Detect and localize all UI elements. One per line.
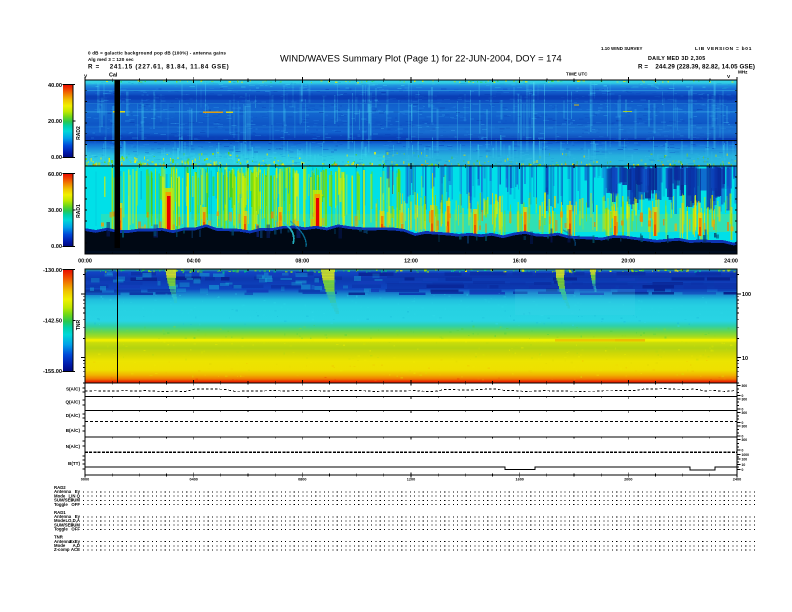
svg-text:LIB VERSION = b01: LIB VERSION = b01	[695, 46, 752, 52]
svg-text:SUM: SUM	[70, 498, 80, 503]
svg-text:300: 300	[742, 411, 748, 415]
svg-text:0: 0	[742, 394, 744, 398]
svg-text:24:00: 24:00	[724, 259, 738, 265]
svg-text:LIN Q: LIN Q	[69, 493, 81, 498]
svg-text:RAD1: RAD1	[76, 204, 82, 218]
svg-text:TIME UTC: TIME UTC	[566, 72, 588, 77]
svg-text:1200: 1200	[407, 478, 415, 482]
svg-text:Q(A/C): Q(A/C)	[65, 399, 80, 404]
svg-text:20.00: 20.00	[48, 119, 62, 125]
svg-text:00:00: 00:00	[78, 259, 92, 265]
svg-text:N(A/C): N(A/C)	[66, 444, 81, 449]
svg-text:B(A/C): B(A/C)	[66, 428, 81, 433]
svg-text:2000: 2000	[624, 478, 632, 482]
svg-text:0: 0	[742, 408, 744, 412]
svg-text:10: 10	[742, 463, 746, 467]
svg-text:Z-comp: Z-comp	[54, 547, 70, 552]
svg-text:TNR: TNR	[76, 319, 82, 330]
svg-text:1000: 1000	[742, 453, 750, 457]
svg-text:Ey: Ey	[75, 514, 81, 519]
svg-text:Mode: Mode	[54, 518, 66, 523]
svg-text:0400: 0400	[189, 478, 197, 482]
svg-text:10: 10	[742, 356, 748, 362]
svg-text:1.10 WIND SURVEY: 1.10 WIND SURVEY	[601, 46, 642, 51]
svg-text:Cal: Cal	[109, 73, 118, 79]
svg-text:TNR: TNR	[54, 535, 64, 540]
svg-text:LO,D,A: LO,D,A	[65, 518, 80, 523]
svg-text:Antenna: Antenna	[54, 539, 72, 544]
svg-text:0: 0	[742, 421, 744, 425]
svg-text:SUM/SEP: SUM/SEP	[54, 498, 73, 503]
svg-text:RAD2: RAD2	[54, 485, 66, 490]
svg-text:0 dB = galactic background pop: 0 dB = galactic background pop dB (100%)…	[88, 51, 226, 56]
svg-text:A,D: A,D	[73, 543, 80, 548]
svg-text:0800: 0800	[298, 478, 306, 482]
svg-text:40.00: 40.00	[48, 83, 62, 89]
svg-text:B(TT): B(TT)	[68, 461, 80, 466]
svg-text:2400: 2400	[733, 478, 741, 482]
svg-text:0.00: 0.00	[51, 244, 62, 250]
svg-text:300: 300	[742, 425, 748, 429]
svg-text:ExEy: ExEy	[69, 539, 80, 544]
svg-text:0000: 0000	[81, 478, 89, 482]
svg-text:-155.00: -155.00	[43, 369, 62, 375]
svg-text:300: 300	[742, 384, 748, 388]
svg-text:RAD1: RAD1	[54, 510, 66, 515]
svg-text:12:00: 12:00	[404, 259, 418, 265]
svg-text:Alg med 3 = 120 sec: Alg med 3 = 120 sec	[88, 57, 134, 62]
svg-text:0: 0	[742, 468, 744, 472]
svg-text:-142.50: -142.50	[43, 319, 62, 325]
svg-text:60.00: 60.00	[48, 172, 62, 178]
svg-text:OFF: OFF	[71, 502, 80, 507]
svg-text:R = 244.29 (228.39, 82.82,: R = 244.29 (228.39, 82.82, 14.05 GSE)	[638, 64, 755, 71]
svg-text:300: 300	[742, 398, 748, 402]
svg-text:SUM/SEP: SUM/SEP	[54, 522, 73, 527]
svg-text:30.00: 30.00	[48, 208, 62, 214]
svg-text:V: V	[727, 74, 731, 80]
svg-text:Toggle: Toggle	[54, 502, 68, 507]
svg-text:WIND/WAVES Summary Plot (Page: WIND/WAVES Summary Plot (Page 1) for 22-…	[280, 54, 562, 64]
svg-text:ACE: ACE	[71, 547, 80, 552]
svg-text:08:00: 08:00	[295, 259, 309, 265]
svg-text:Toggle: Toggle	[54, 527, 68, 532]
svg-text:-130.00: -130.00	[43, 268, 62, 274]
svg-text:RAD2: RAD2	[76, 126, 82, 140]
svg-text:300: 300	[742, 438, 748, 442]
svg-text:20:00: 20:00	[621, 259, 635, 265]
svg-text:D(A/C): D(A/C)	[66, 413, 81, 418]
svg-text:S(A/C): S(A/C)	[66, 386, 81, 391]
svg-text:0: 0	[742, 435, 744, 439]
svg-text:Antenna: Antenna	[54, 514, 72, 519]
svg-text:0: 0	[742, 449, 744, 453]
svg-text:OFF: OFF	[71, 527, 80, 532]
svg-text:Mode: Mode	[54, 493, 66, 498]
svg-text:0.00: 0.00	[51, 155, 62, 161]
svg-text:1600: 1600	[515, 478, 523, 482]
svg-text:MHz: MHz	[738, 70, 748, 75]
svg-text:SUM: SUM	[70, 522, 80, 527]
svg-text:04:00: 04:00	[187, 259, 201, 265]
svg-text:Mode: Mode	[54, 543, 66, 548]
svg-text:Ey: Ey	[75, 489, 81, 494]
svg-text:16:00: 16:00	[513, 259, 527, 265]
svg-text:V: V	[84, 74, 88, 80]
svg-text:DAILY MED 3D 2,305: DAILY MED 3D 2,305	[648, 56, 705, 62]
svg-text:100: 100	[742, 458, 748, 462]
svg-text:Antenna: Antenna	[54, 489, 72, 494]
svg-text:100: 100	[742, 292, 751, 298]
svg-text:R = 241.15 (227.61, 81.84,: R = 241.15 (227.61, 81.84, 11.84 GSE)	[88, 64, 229, 71]
